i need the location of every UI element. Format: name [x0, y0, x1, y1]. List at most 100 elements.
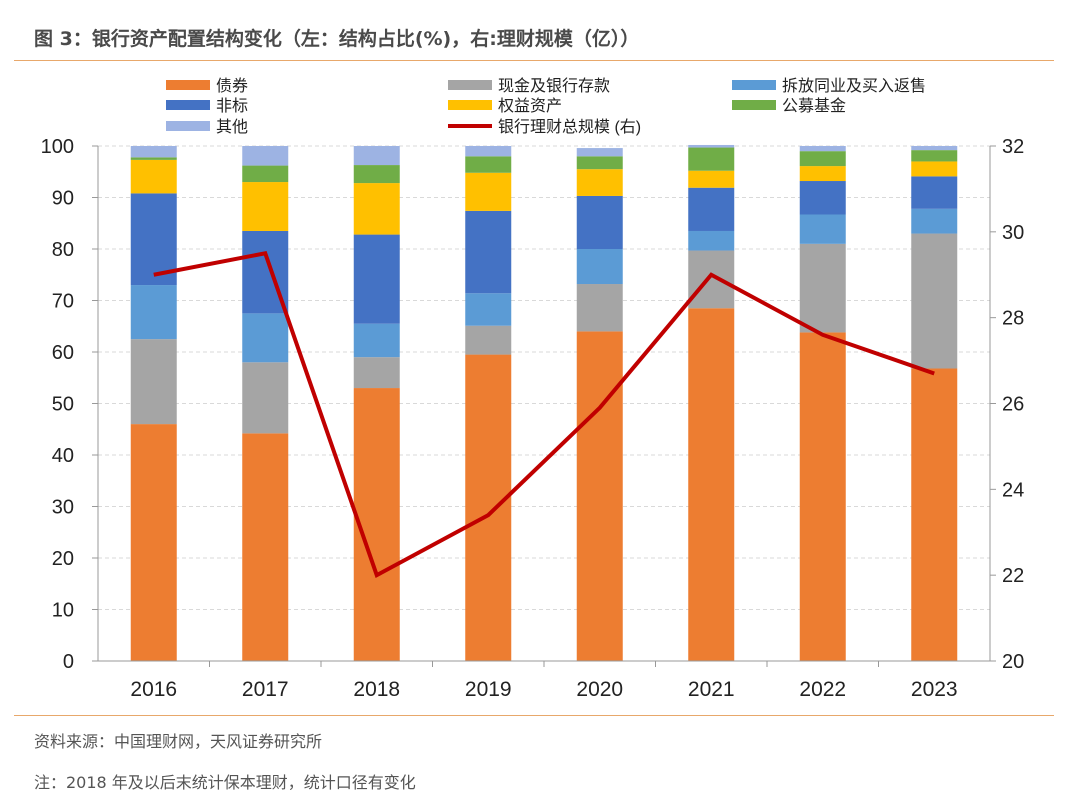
left-axis-tick-label: 70: [52, 291, 74, 313]
legend-swatch-nonstandard: [166, 100, 210, 110]
bar-cash: [130, 339, 177, 425]
bar-equity: [130, 159, 177, 194]
legend-label-equity: 权益资产: [498, 97, 562, 115]
x-axis-tick-label: 2020: [576, 678, 623, 701]
bar-bonds: [688, 308, 735, 661]
bar-other: [130, 146, 177, 158]
bar-bonds: [576, 331, 623, 661]
bar-other: [911, 146, 958, 151]
bar-cash: [688, 250, 735, 309]
left-axis-tick-label: 60: [52, 342, 74, 364]
bar-other: [688, 144, 735, 148]
bar-nonstandard: [911, 176, 958, 209]
bar-interbank: [465, 293, 512, 326]
bar-other: [576, 148, 623, 157]
line-series: [153, 251, 935, 579]
bar-interbank: [799, 214, 846, 244]
right-axis-tick-label: 32: [1002, 136, 1024, 158]
bar-nonstandard: [353, 234, 400, 324]
right-axis-tick-label: 26: [1002, 394, 1024, 416]
x-axis-tick-label: 2023: [911, 678, 958, 701]
bar-nonstandard: [465, 210, 512, 294]
bar-other: [242, 146, 289, 166]
bar-equity: [911, 161, 958, 177]
bar-cash: [353, 357, 400, 389]
bar-funds: [242, 165, 289, 183]
bar-bonds: [353, 388, 400, 661]
bar-interbank: [576, 249, 623, 285]
x-axis-tick-label: 2021: [688, 678, 735, 701]
legend-label-nonstandard: 非标: [216, 97, 248, 115]
left-axis-tick-label: 20: [52, 548, 74, 570]
bar-interbank: [688, 230, 735, 251]
x-axis-tick-label: 2019: [465, 678, 512, 701]
page-title: 图 3：银行资产配置结构变化（左：结构占比(%)，右:理财规模（亿））: [34, 28, 640, 50]
left-axis-tick-label: 30: [52, 497, 74, 519]
bar-cash: [576, 284, 623, 332]
bar-bonds: [130, 424, 177, 661]
source-note: 资料来源：中国理财网，天风证券研究所: [34, 732, 323, 751]
bar-funds: [130, 157, 177, 160]
axes: 0102030405060708090100202224262830322016…: [41, 136, 1025, 701]
legend-label-total: 银行理财总规模 (右): [498, 118, 641, 136]
bar-cash: [911, 233, 958, 369]
bar-bonds: [911, 368, 958, 661]
bar-equity: [465, 172, 512, 211]
footer-divider: [14, 715, 1054, 716]
left-axis-tick-label: 100: [41, 136, 74, 158]
bar-cash: [465, 325, 512, 355]
bar-bonds: [799, 332, 846, 661]
bar-nonstandard: [688, 187, 735, 231]
bar-funds: [353, 165, 400, 184]
legend-swatch-equity: [448, 100, 492, 110]
bar-other: [465, 146, 512, 157]
left-axis-tick-label: 10: [52, 600, 74, 622]
left-axis-tick-label: 40: [52, 445, 74, 467]
bar-interbank: [911, 208, 958, 234]
bar-cash: [242, 362, 289, 434]
x-axis-tick-label: 2016: [130, 678, 177, 701]
bar-interbank: [242, 313, 289, 363]
line-total-scale: [153, 251, 935, 579]
left-axis-tick-label: 90: [52, 188, 74, 210]
bar-equity: [242, 182, 289, 231]
x-axis-tick-label: 2017: [242, 678, 289, 701]
chart: 0102030405060708090100202224262830322016…: [41, 77, 1025, 701]
right-axis-tick-label: 28: [1002, 308, 1024, 330]
bar-nonstandard: [576, 195, 623, 249]
left-axis-tick-label: 80: [52, 239, 74, 261]
bar-interbank: [353, 323, 400, 358]
bar-equity: [576, 169, 623, 196]
x-axis-tick-label: 2018: [353, 678, 400, 701]
left-axis-tick-label: 0: [63, 651, 74, 673]
legend-label-bonds: 债券: [216, 77, 248, 95]
legend-label-funds: 公募基金: [782, 97, 846, 115]
right-axis-tick-label: 20: [1002, 651, 1024, 673]
bar-equity: [688, 170, 735, 188]
bar-funds: [688, 147, 735, 171]
gridlines: [98, 145, 990, 610]
bar-cash: [799, 243, 846, 333]
bar-funds: [799, 151, 846, 167]
legend-swatch-interbank: [732, 80, 776, 90]
right-axis-tick-label: 24: [1002, 479, 1024, 501]
title-divider: [14, 60, 1054, 61]
x-axis-tick-label: 2022: [799, 678, 846, 701]
bar-equity: [799, 166, 846, 182]
bar-nonstandard: [799, 181, 846, 215]
right-axis-tick-label: 30: [1002, 222, 1024, 244]
bar-funds: [911, 150, 958, 162]
legend-swatch-bonds: [166, 80, 210, 90]
legend-label-cash: 现金及银行存款: [498, 77, 610, 95]
legend-swatch-cash: [448, 80, 492, 90]
bar-equity: [353, 183, 400, 235]
bar-other: [353, 146, 400, 166]
bar-bonds: [465, 354, 512, 661]
legend-label-interbank: 拆放同业及买入返售: [782, 77, 926, 95]
right-axis-tick-label: 22: [1002, 565, 1024, 587]
bar-funds: [576, 156, 623, 170]
bar-other: [799, 146, 846, 152]
bar-series: [130, 144, 958, 661]
legend-label-other: 其他: [216, 118, 248, 136]
legend-swatch-other: [166, 121, 210, 131]
